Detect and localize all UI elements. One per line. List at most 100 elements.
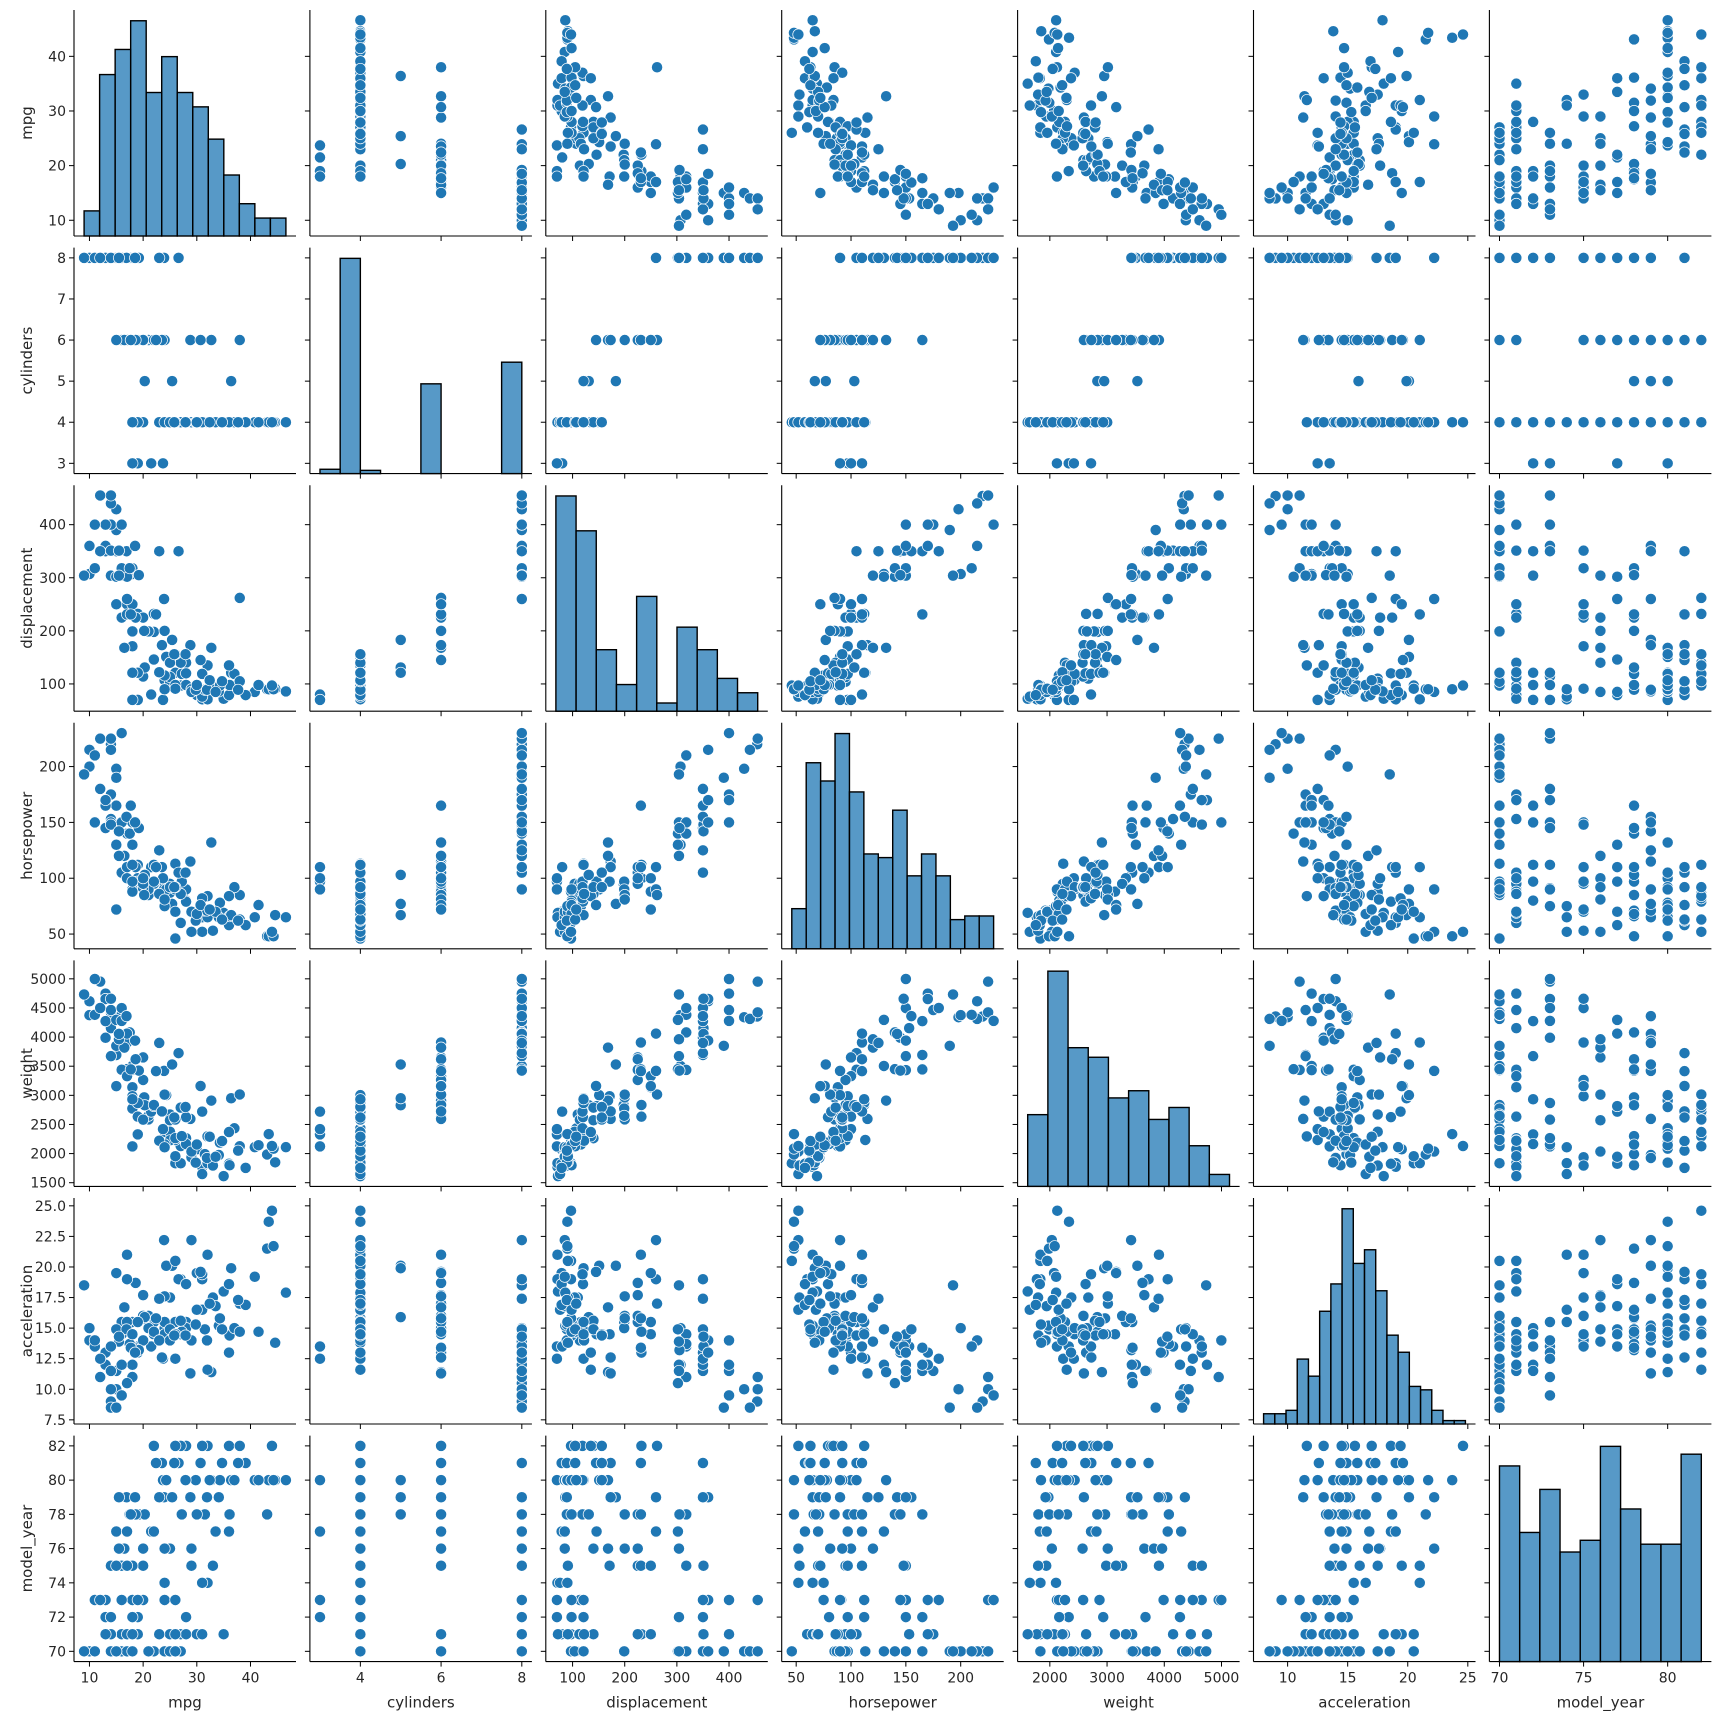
scatter-point	[129, 1053, 142, 1066]
scatter-point	[1560, 99, 1573, 112]
scatter-point	[680, 208, 693, 221]
scatter-point	[252, 899, 265, 911]
scatter-point	[1577, 562, 1590, 575]
scatter-point	[803, 62, 816, 75]
scatter-point	[987, 518, 1000, 531]
scatter-point	[858, 666, 871, 679]
scatter-point	[1178, 176, 1191, 189]
scatter-point	[205, 836, 218, 849]
y-tick-label: 100	[39, 871, 66, 887]
scatter-point	[634, 172, 647, 185]
scatter-point	[118, 1301, 131, 1314]
scatter-point	[1577, 334, 1590, 347]
scatter-point	[1678, 334, 1691, 347]
scatter-point	[126, 875, 139, 888]
scatter-point	[697, 143, 709, 156]
scatter-point	[1422, 683, 1435, 696]
scatter-point	[1407, 905, 1420, 918]
scatter-point	[1298, 836, 1311, 849]
scatter-point	[943, 524, 956, 536]
scatter-point	[1543, 822, 1556, 834]
scatter-point	[1644, 883, 1657, 896]
scatter-point	[1543, 727, 1556, 740]
scatter-point	[206, 924, 219, 937]
scatter-point	[723, 727, 735, 740]
scatter-point	[1594, 641, 1607, 654]
scatter-point	[1333, 825, 1346, 838]
scatter-point	[751, 732, 764, 745]
scatter-point	[850, 648, 863, 661]
scatter-point	[137, 1289, 150, 1302]
scatter-point	[1543, 666, 1556, 679]
scatter-point	[515, 1330, 528, 1343]
scatter-point	[1215, 208, 1228, 221]
scatter-point	[824, 137, 837, 150]
scatter-point	[1124, 608, 1137, 621]
scatter-point	[172, 545, 185, 558]
scatter-point	[845, 693, 857, 706]
scatter-point	[1493, 883, 1506, 896]
scatter-point	[115, 727, 128, 740]
scatter-point	[577, 416, 590, 429]
scatter-point	[808, 25, 821, 38]
scatter-point	[1300, 1130, 1313, 1143]
subplot-horsepower-vs-model_year	[1484, 722, 1712, 954]
scatter-point	[1402, 883, 1415, 896]
scatter-point	[129, 251, 142, 264]
scatter-point	[856, 251, 868, 264]
scatter-point	[673, 849, 685, 862]
scatter-point	[354, 79, 367, 92]
scatter-point	[232, 683, 245, 696]
scatter-point	[590, 1080, 602, 1092]
scatter-point	[1193, 743, 1206, 756]
scatter-point	[1275, 251, 1288, 264]
scatter-point	[515, 768, 528, 781]
scatter-point	[203, 416, 216, 429]
scatter-point	[723, 1014, 735, 1027]
scatter-point	[899, 518, 912, 531]
scatter-point	[1351, 608, 1364, 621]
scatter-point	[1527, 1050, 1540, 1063]
scatter-point	[435, 146, 448, 159]
scatter-point	[201, 1248, 214, 1261]
scatter-point	[644, 903, 657, 916]
scatter-point	[673, 822, 686, 834]
scatter-point	[1695, 99, 1708, 112]
scatter-point	[314, 170, 326, 183]
scatter-point	[550, 872, 563, 885]
scatter-point	[1493, 838, 1506, 851]
scatter-point	[1543, 679, 1556, 691]
scatter-point	[1611, 905, 1624, 918]
scatter-point	[1611, 593, 1624, 605]
histogram-bar	[339, 257, 362, 475]
scatter-point	[314, 861, 326, 874]
subplot-horsepower-vs-cylinders	[304, 722, 532, 954]
scatter-point	[1527, 693, 1540, 706]
scatter-point	[110, 771, 123, 784]
scatter-point	[604, 1367, 617, 1380]
scatter-point	[582, 868, 595, 881]
scatter-point	[1370, 844, 1383, 857]
scatter-point	[1628, 1099, 1640, 1112]
scatter-point	[1371, 1108, 1384, 1121]
scatter-point	[1281, 489, 1294, 502]
scatter-point	[194, 654, 207, 666]
scatter-point	[1594, 184, 1607, 197]
scatter-point	[1577, 88, 1590, 101]
scatter-point	[1661, 106, 1674, 119]
scatter-point	[634, 1065, 647, 1078]
scatter-point	[1101, 61, 1114, 74]
scatter-point	[1661, 903, 1674, 916]
scatter-point	[394, 1092, 407, 1105]
scatter-point	[314, 151, 326, 164]
scatter-point	[880, 334, 893, 347]
scatter-point	[354, 1204, 367, 1217]
scatter-point	[1510, 872, 1523, 885]
scatter-point	[595, 866, 608, 879]
histogram-bar	[269, 217, 287, 237]
scatter-point	[1510, 143, 1523, 156]
scatter-point	[836, 1111, 849, 1124]
scatter-point	[792, 679, 805, 692]
scatter-point	[971, 995, 984, 1008]
